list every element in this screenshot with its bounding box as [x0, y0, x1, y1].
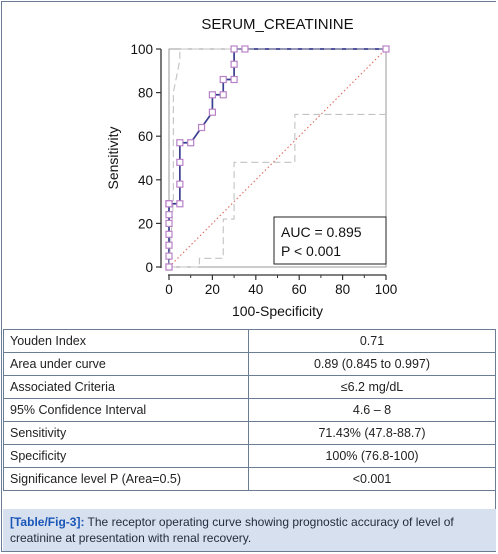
row-label: Sensitivity [3, 421, 249, 445]
caption-tag: [Table/Fig-3]: [10, 515, 85, 529]
y-tick-label: 80 [138, 86, 153, 101]
roc-point [208, 91, 216, 99]
roc-point [165, 211, 173, 219]
x-tick-label: 60 [292, 282, 307, 297]
x-tick-label: 80 [335, 282, 350, 297]
row-value: 100% (76.8-100) [248, 444, 496, 468]
roc-point [230, 60, 238, 68]
roc-point [197, 123, 206, 132]
roc-point [165, 219, 173, 227]
y-tick-label: 100 [130, 42, 153, 57]
p-value-label: P < 0.001 [281, 243, 341, 259]
x-tick-label: 40 [248, 282, 263, 297]
statistics-table: Youden Index 0.71 Area under curve 0.89 … [3, 329, 496, 491]
roc-point [176, 139, 184, 147]
row-label: 95% Confidence Interval [3, 398, 249, 422]
row-value: 4.6 – 8 [248, 398, 496, 422]
row-value: 71.43% (47.8-88.7) [248, 421, 496, 445]
caption-text: The receptor operating curve showing pro… [10, 515, 454, 545]
table-row: Sensitivity 71.43% (47.8-88.7) [3, 421, 496, 445]
roc-point [208, 108, 216, 116]
lower-confidence-bound-line [169, 113, 386, 268]
table-row: 95% Confidence Interval 4.6 – 8 [3, 398, 496, 422]
y-tick-label: 60 [138, 129, 153, 144]
table-row: Area under curve 0.89 (0.845 to 0.997) [3, 352, 496, 376]
roc-point [230, 75, 238, 84]
reference-diagonal-line [168, 48, 387, 268]
roc-point [176, 200, 184, 208]
row-value: <0.001 [248, 467, 496, 491]
y-tick-label: 40 [138, 173, 153, 188]
roc-point [165, 241, 173, 249]
auc-label: AUC = 0.895 [281, 224, 362, 240]
upper-confidence-bound-line [168, 48, 386, 268]
y-axis-label: Sensitivity [105, 126, 121, 189]
roc-chart-area: SERUM_CREATININE 0 0 20 20 40 40 60 60 80 80 100 100… [2, 2, 497, 330]
roc-point [165, 252, 173, 260]
roc-point [165, 200, 173, 208]
x-tick-label: 100 [375, 282, 398, 297]
roc-chart: SERUM_CREATININE 00 20 20 40 40 60 60 80 80 100 100… [105, 16, 398, 319]
figure-caption: [Table/Fig-3]: The receptor operating cu… [3, 509, 496, 551]
x-tick-label: 0 [165, 282, 173, 297]
row-value: 0.71 [248, 329, 496, 353]
table-row: Specificity 100% (76.8-100) [3, 444, 496, 468]
y-tick-label: 0 [145, 260, 153, 275]
table-row: Associated Criteria ≤6.2 mg/dL [3, 375, 496, 399]
row-label: Specificity [3, 444, 249, 468]
y-tick-label: 20 [138, 216, 153, 231]
row-label: Area under curve [3, 352, 249, 376]
row-label: Youden Index [3, 329, 249, 353]
roc-point [230, 45, 238, 53]
roc-point [241, 45, 249, 53]
table-row: Youden Index 0.71 [3, 329, 496, 353]
row-value: 0.89 (0.845 to 0.997) [248, 352, 496, 376]
row-label: Associated Criteria [3, 375, 249, 399]
row-label: Significance level P (Area=0.5) [3, 467, 249, 491]
x-axis-label: 100-Specificity [232, 303, 323, 319]
roc-point [165, 263, 173, 271]
roc-point [382, 45, 390, 53]
row-value: ≤6.2 mg/dL [248, 375, 496, 399]
roc-point [176, 158, 184, 166]
x-tick-label: 20 [205, 282, 220, 297]
chart-title: SERUM_CREATININE [201, 16, 353, 33]
roc-point [176, 180, 184, 188]
roc-point [187, 139, 195, 147]
table-row: Significance level P (Area=0.5) <0.001 [3, 467, 496, 491]
auc-box [273, 216, 387, 265]
roc-point [219, 91, 227, 99]
roc-point [219, 75, 227, 84]
roc-point [165, 230, 173, 238]
